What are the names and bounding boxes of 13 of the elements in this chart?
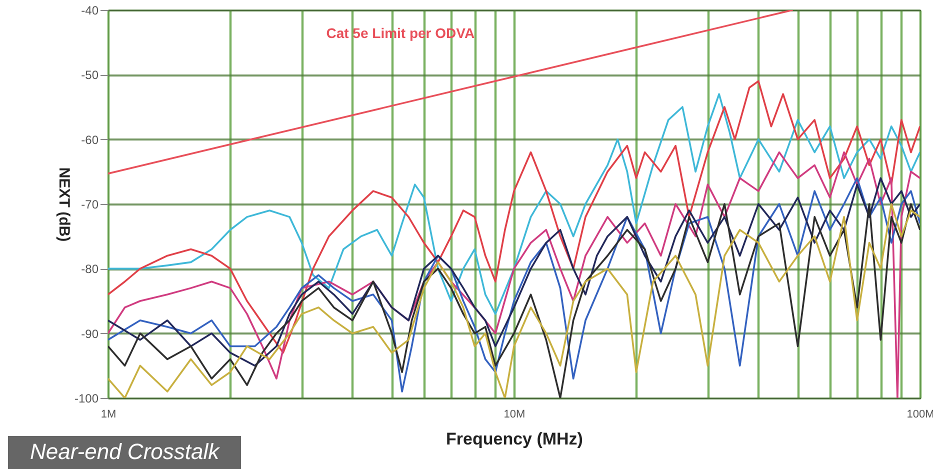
x-tick-label: 100M <box>906 408 933 420</box>
y-tick-label: -60 <box>81 132 99 147</box>
text: Near-end Crosstalk <box>8 436 242 469</box>
y-tick-label: -90 <box>81 326 99 341</box>
y-tick-label: -100 <box>74 392 99 406</box>
y-tick-label: -70 <box>81 198 99 212</box>
y-axis-title: NEXT (dB) <box>55 167 72 242</box>
y-tick-label: -40 <box>81 4 99 18</box>
x-tick-label: 10M <box>504 408 526 420</box>
x-axis-title: Frequency (MHz) <box>446 430 583 448</box>
y-tick-label: -80 <box>81 262 99 276</box>
y-tick-label: -50 <box>81 68 99 82</box>
x-tick-label: 1M <box>100 408 116 420</box>
